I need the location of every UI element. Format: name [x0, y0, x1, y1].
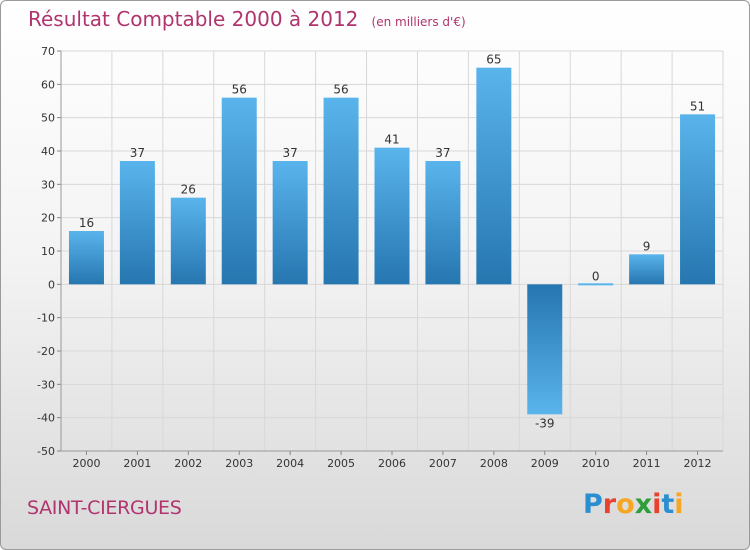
bar	[629, 254, 665, 285]
y-tick-label: 40	[41, 145, 55, 158]
data-label: 9	[643, 239, 651, 253]
x-tick-label: 2000	[72, 457, 100, 470]
bar	[323, 97, 359, 285]
bar	[476, 67, 512, 285]
data-label: 41	[384, 133, 399, 147]
y-tick-label: 70	[41, 45, 55, 58]
chart-title: Résultat Comptable 2000 à 2012	[28, 7, 359, 31]
y-tick-label: 10	[41, 245, 55, 258]
y-tick-label: 50	[41, 112, 55, 125]
logo-letter: P	[583, 489, 603, 520]
x-tick-label: 2005	[327, 457, 355, 470]
x-tick-label: 2004	[276, 457, 304, 470]
y-tick-label: -50	[37, 445, 55, 458]
y-tick-label: -30	[37, 378, 55, 391]
bar	[119, 161, 155, 285]
logo-letter: x	[634, 489, 653, 520]
x-tick-label: 2011	[633, 457, 661, 470]
data-label: 56	[333, 83, 348, 97]
y-tick-label: 30	[41, 178, 55, 191]
data-label: 65	[486, 53, 501, 67]
proxiti-logo[interactable]: Proxiti	[583, 489, 684, 520]
data-label: 16	[79, 216, 94, 230]
x-tick-label: 2002	[174, 457, 202, 470]
data-label: -39	[535, 416, 555, 430]
logo-letter: r	[602, 489, 617, 520]
commune-name: SAINT-CIERGUES	[27, 497, 182, 519]
y-tick-label: -20	[37, 345, 55, 358]
data-label: 0	[592, 269, 600, 283]
bar	[527, 284, 563, 415]
data-label: 26	[181, 183, 196, 197]
logo-letter: o	[616, 489, 635, 520]
bar	[221, 97, 257, 285]
x-tick-label: 2003	[225, 457, 253, 470]
x-tick-label: 2012	[684, 457, 712, 470]
x-tick-label: 2006	[378, 457, 406, 470]
x-tick-label: 2009	[531, 457, 559, 470]
data-label: 37	[435, 146, 450, 160]
data-label: 56	[232, 83, 247, 97]
bar-layer: 16 37 26 56 37 56 41 37 65 -39 0 9 51	[68, 53, 716, 430]
title-row: Résultat Comptable 2000 à 2012 (en milli…	[28, 7, 466, 31]
x-tick-label: 2008	[480, 457, 508, 470]
logo-letter: i	[674, 489, 684, 520]
bar	[425, 161, 461, 285]
chart-unit-note: (en milliers d'€)	[371, 15, 466, 29]
bar	[272, 161, 308, 285]
bar	[374, 147, 410, 285]
y-tick-label: 0	[48, 278, 55, 291]
y-tick-label: 20	[41, 212, 55, 225]
bar	[578, 283, 614, 286]
y-tick-label: -40	[37, 412, 55, 425]
x-tick-label: 2001	[123, 457, 151, 470]
logo-letter: t	[661, 489, 675, 520]
bar	[680, 114, 716, 285]
data-label: 37	[283, 146, 298, 160]
y-tick-label: 60	[41, 78, 55, 91]
bar	[170, 197, 206, 285]
y-tick-label: -10	[37, 312, 55, 325]
logo-letter: i	[652, 489, 662, 520]
data-label: 51	[690, 99, 705, 113]
data-label: 37	[130, 146, 145, 160]
x-tick-label: 2010	[582, 457, 610, 470]
x-tick-label: 2007	[429, 457, 457, 470]
bar	[68, 231, 104, 285]
